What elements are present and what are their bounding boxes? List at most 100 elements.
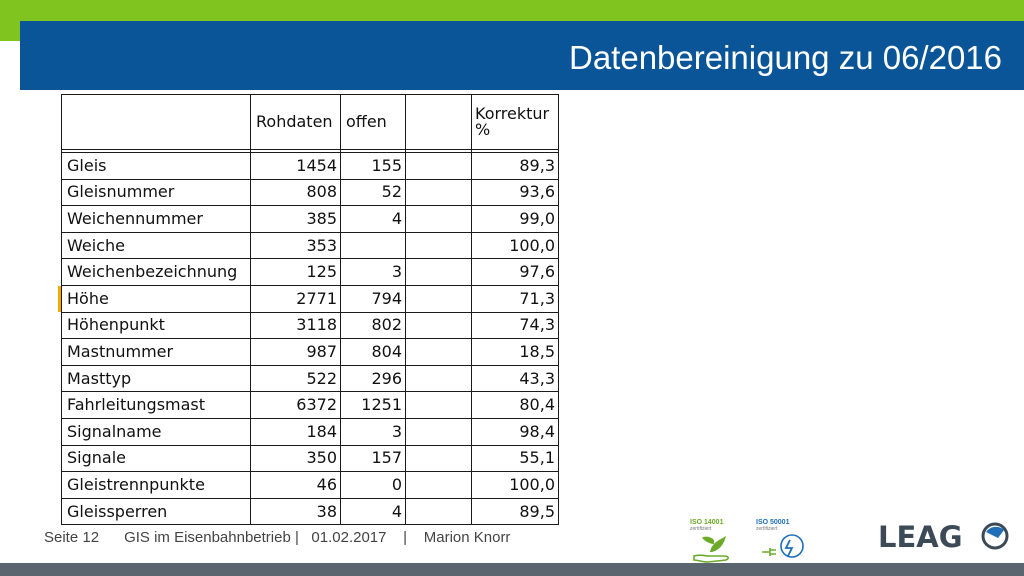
cell-name: Weichennummer bbox=[61, 205, 251, 233]
cell-gap bbox=[405, 471, 472, 499]
cell-rohdaten: 353 bbox=[250, 231, 341, 260]
cell-rohdaten: 125 bbox=[250, 258, 341, 286]
cell-gap bbox=[405, 284, 472, 313]
table-row: Masttyp 522 296 43,3 bbox=[61, 364, 559, 393]
data-table-container: Rohdaten offen Korrektur % Gleis 1454 155 8… bbox=[58, 94, 559, 526]
iso-50001-sub: zertifiziert bbox=[756, 526, 778, 532]
header-rohdaten: Rohdaten bbox=[250, 94, 341, 150]
cell-offen: 1251 bbox=[340, 391, 406, 419]
cell-name: Gleistrennpunkte bbox=[61, 471, 251, 499]
cell-offen: 52 bbox=[340, 178, 406, 207]
table-row: Weichenbezeichnung 125 3 97,6 bbox=[61, 258, 559, 286]
cell-offen: 296 bbox=[340, 364, 406, 393]
cell-name: Weiche bbox=[61, 231, 251, 260]
cell-offen: 4 bbox=[340, 205, 406, 233]
leaf-hand-icon bbox=[693, 536, 729, 563]
cell-offen: 155 bbox=[340, 152, 406, 180]
header-gap bbox=[405, 94, 472, 150]
cell-korrektur: 99,0 bbox=[471, 205, 559, 233]
header-korrektur-line2: % bbox=[475, 120, 491, 139]
footer-separator: | bbox=[403, 529, 408, 546]
table-row: Gleis 1454 155 89,3 bbox=[61, 152, 559, 180]
cell-gap bbox=[405, 205, 472, 233]
cell-korrektur: 100,0 bbox=[471, 231, 559, 260]
cell-name: Gleisnummer bbox=[61, 178, 251, 207]
table-row: Fahrleitungsmast 6372 1251 80,4 bbox=[61, 391, 559, 419]
cell-korrektur: 18,5 bbox=[471, 338, 559, 366]
cell-korrektur: 80,4 bbox=[471, 391, 559, 419]
cell-korrektur: 55,1 bbox=[471, 444, 559, 473]
cell-rohdaten: 2771 bbox=[250, 284, 341, 313]
cell-korrektur: 93,6 bbox=[471, 178, 559, 207]
active-row-marker bbox=[58, 286, 61, 312]
cell-rohdaten: 46 bbox=[250, 471, 341, 499]
cell-korrektur: 89,5 bbox=[471, 497, 559, 526]
title-bar: Datenbereinigung zu 06/2016 bbox=[20, 21, 1024, 90]
footer: Seite 12 GIS im Eisenbahnbetrieb | 01.02… bbox=[44, 529, 510, 546]
cell-offen: 3 bbox=[340, 258, 406, 286]
header-korrektur-line1: Korrektur bbox=[475, 104, 550, 123]
footer-topic: GIS im Eisenbahnbetrieb | bbox=[124, 529, 299, 546]
cell-gap bbox=[405, 311, 472, 340]
cell-gap bbox=[405, 497, 472, 526]
leag-logo-mark: LEAG bbox=[878, 520, 1009, 554]
header-spacer bbox=[61, 149, 559, 153]
table-row: Signalname 184 3 98,4 bbox=[61, 417, 559, 446]
energy-plug-icon bbox=[762, 534, 804, 558]
cell-gap bbox=[405, 338, 472, 366]
bottom-bar bbox=[0, 563, 1024, 576]
cell-name: Gleissperren bbox=[61, 497, 251, 526]
cell-rohdaten: 3118 bbox=[250, 311, 341, 340]
side-accent-notch bbox=[0, 21, 20, 41]
data-table: Rohdaten offen Korrektur % Gleis 1454 155 8… bbox=[61, 94, 559, 526]
cell-gap bbox=[405, 444, 472, 473]
cell-rohdaten: 522 bbox=[250, 364, 341, 393]
cell-name: Höhe bbox=[61, 284, 251, 313]
cell-gap bbox=[405, 258, 472, 286]
cell-name: Gleis bbox=[61, 152, 251, 180]
cell-rohdaten: 184 bbox=[250, 417, 341, 446]
cell-offen: 804 bbox=[340, 338, 406, 366]
cell-name: Weichenbezeichnung bbox=[61, 258, 251, 286]
cell-gap bbox=[405, 364, 472, 393]
cell-name: Höhenpunkt bbox=[61, 311, 251, 340]
table-header-row: Rohdaten offen Korrektur % bbox=[61, 94, 559, 150]
header-name bbox=[61, 94, 251, 150]
header-korrektur: Korrektur % bbox=[471, 94, 559, 150]
cell-rohdaten: 350 bbox=[250, 444, 341, 473]
cell-name: Masttyp bbox=[61, 364, 251, 393]
cell-name: Signale bbox=[61, 444, 251, 473]
footer-date: 01.02.2017 bbox=[311, 529, 387, 546]
cell-offen: 794 bbox=[340, 284, 406, 313]
cell-offen bbox=[340, 231, 406, 260]
cell-rohdaten: 38 bbox=[250, 497, 341, 526]
cell-offen: 802 bbox=[340, 311, 406, 340]
iso-14001-sub: zertifiziert bbox=[690, 526, 712, 532]
cell-gap bbox=[405, 152, 472, 180]
iso-14001-label: ISO 14001 bbox=[690, 519, 724, 526]
footer-author: Marion Knorr bbox=[423, 529, 511, 546]
header-offen: offen bbox=[340, 94, 406, 150]
footer-page: Seite 12 bbox=[44, 529, 100, 546]
table-row: Signale 350 157 55,1 bbox=[61, 444, 559, 473]
cell-gap bbox=[405, 417, 472, 446]
cell-korrektur: 71,3 bbox=[471, 284, 559, 313]
cell-korrektur: 74,3 bbox=[471, 311, 559, 340]
leag-logo-text: LEAG bbox=[878, 520, 963, 554]
cell-offen: 157 bbox=[340, 444, 406, 473]
cell-offen: 0 bbox=[340, 471, 406, 499]
iso-50001-label: ISO 50001 bbox=[756, 519, 790, 526]
cell-rohdaten: 808 bbox=[250, 178, 341, 207]
iso-50001-badge: ISO 50001 zertifiziert bbox=[756, 519, 808, 569]
table-row: Weichennummer 385 4 99,0 bbox=[61, 205, 559, 233]
table-row: Mastnummer 987 804 18,5 bbox=[61, 338, 559, 366]
table-row: Gleisnummer 808 52 93,6 bbox=[61, 178, 559, 207]
cell-korrektur: 98,4 bbox=[471, 417, 559, 446]
slide-title: Datenbereinigung zu 06/2016 bbox=[568, 39, 1002, 76]
cell-offen: 3 bbox=[340, 417, 406, 446]
cell-rohdaten: 1454 bbox=[250, 152, 341, 180]
table-row: Weiche 353 100,0 bbox=[61, 231, 559, 260]
cell-rohdaten: 987 bbox=[250, 338, 341, 366]
cell-gap bbox=[405, 391, 472, 419]
cell-korrektur: 89,3 bbox=[471, 152, 559, 180]
